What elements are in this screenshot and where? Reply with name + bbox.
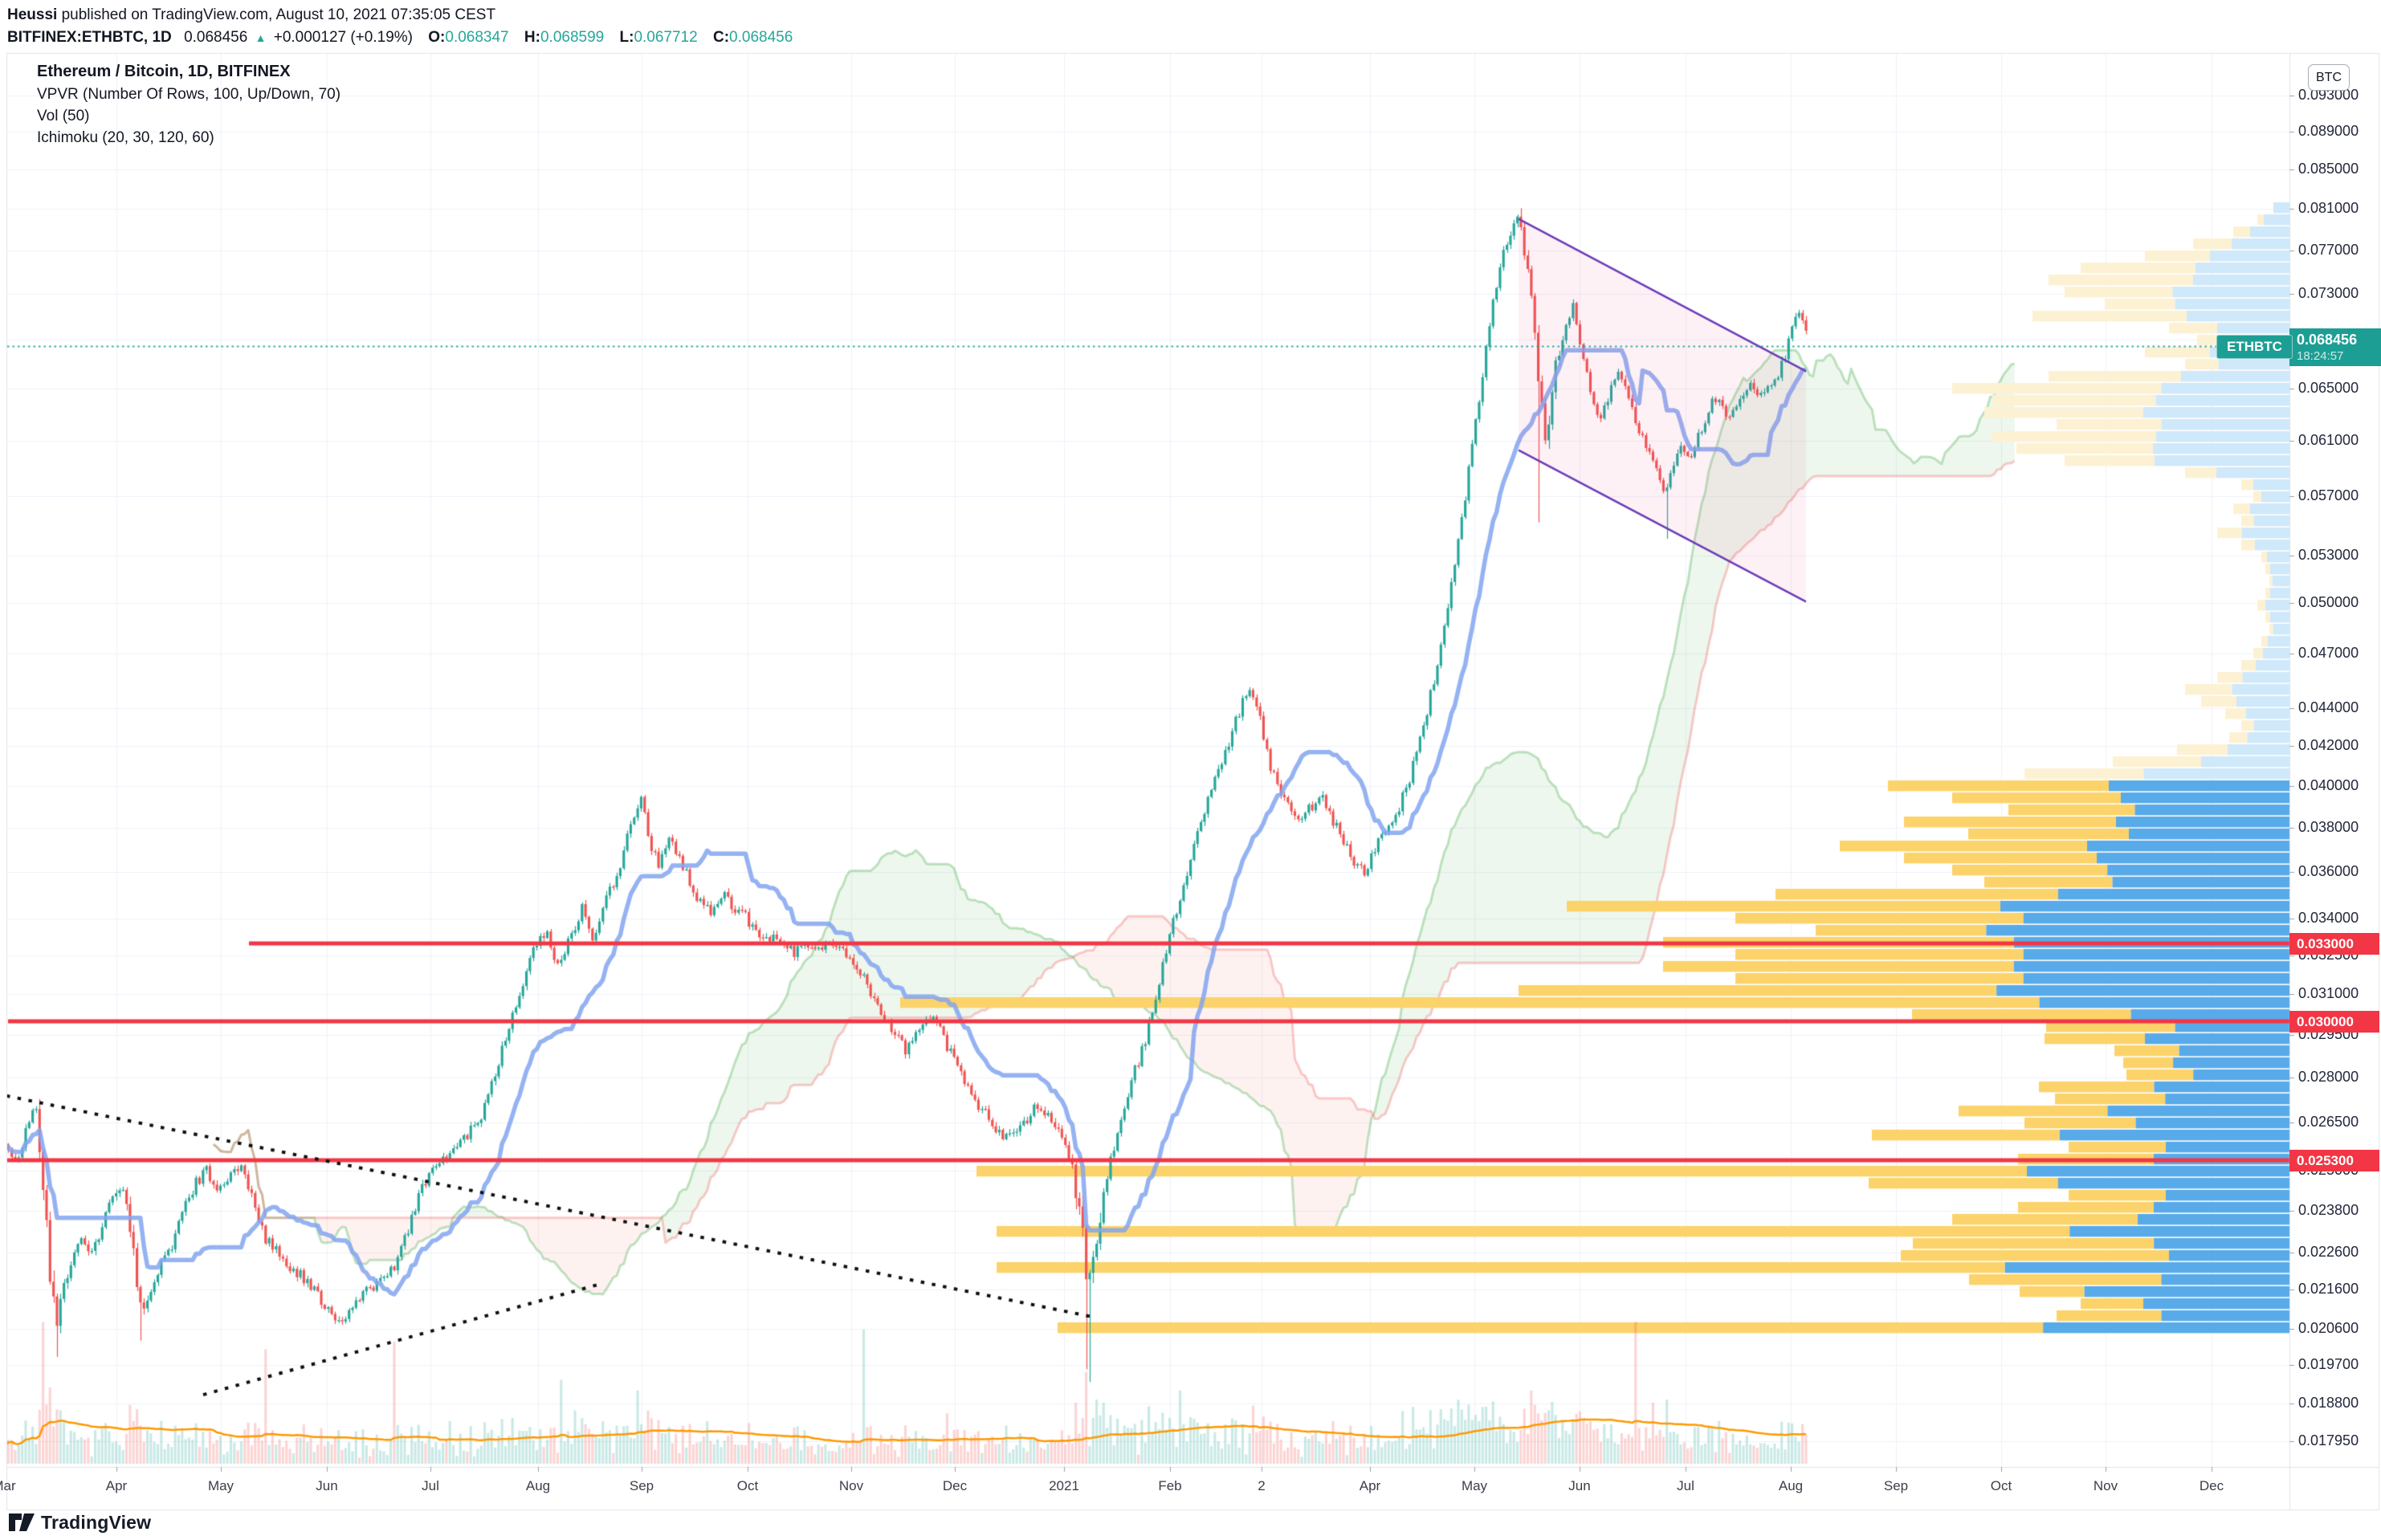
- time-tick-label: Oct: [1990, 1478, 2012, 1493]
- last-price: 0.068456: [184, 29, 248, 46]
- legend-title[interactable]: Ethereum / Bitcoin, 1D, BITFINEX: [37, 63, 291, 80]
- tradingview-logo-icon: [9, 1514, 35, 1531]
- symbol-title: BITFINEX:ETHBTC, 1D: [7, 29, 172, 46]
- time-tick-label: Apr: [1359, 1478, 1381, 1493]
- price-tick-label: 0.089000: [2298, 123, 2359, 139]
- legend-indicator-vol[interactable]: Vol (50): [37, 108, 90, 124]
- price-tick-label: 0.020600: [2298, 1319, 2359, 1336]
- price-tick-label: 0.031000: [2298, 985, 2359, 1002]
- high-value: 0.068599: [540, 29, 605, 46]
- time-tick-label: Jun: [316, 1478, 338, 1493]
- time-tick-label: Dec: [2199, 1478, 2224, 1493]
- price-tick-label: 0.018800: [2298, 1394, 2359, 1411]
- time-tick-label: Jul: [1677, 1478, 1694, 1493]
- price-tick-label: 0.044000: [2298, 699, 2359, 715]
- high-label: H:: [524, 29, 540, 46]
- level-axis-label: 0.033000: [2289, 932, 2379, 955]
- price-tick-label: 0.038000: [2298, 818, 2359, 835]
- publish-text: published on TradingView.com, August 10,…: [57, 6, 496, 23]
- last-price-axis-label: 0.068456 18:24:57: [2289, 328, 2381, 366]
- legend-indicator-vpvr[interactable]: VPVR (Number Of Rows, 100, Up/Down, 70): [37, 86, 341, 103]
- price-tick-label: 0.065000: [2298, 380, 2359, 397]
- symbol-price-badge: ETHBTC: [2216, 335, 2293, 359]
- time-tick-label: Feb: [1158, 1478, 1182, 1493]
- price-tick-label: 0.026500: [2298, 1114, 2359, 1131]
- open-label: O:: [428, 29, 446, 46]
- open-value: 0.068347: [445, 29, 509, 46]
- price-tick-label: 0.017950: [2298, 1432, 2359, 1448]
- time-tick-label: Jul: [422, 1478, 439, 1493]
- time-tick-label: Aug: [1778, 1478, 1804, 1493]
- price-tick-label: 0.028000: [2298, 1069, 2359, 1086]
- price-tick-label: 0.022600: [2298, 1244, 2359, 1261]
- price-tick-label: 0.053000: [2298, 547, 2359, 564]
- last-price-value: 0.068456: [2297, 332, 2358, 348]
- price-tick-label: 0.081000: [2298, 199, 2359, 216]
- low-label: L:: [619, 29, 634, 46]
- price-tick-label: 0.061000: [2298, 431, 2359, 448]
- bar-countdown: 18:24:57: [2297, 349, 2344, 363]
- close-label: C:: [712, 29, 730, 46]
- price-tick-label: 0.023800: [2298, 1201, 2359, 1218]
- symbol-status-row: BITFINEX:ETHBTC, 1D 0.068456 ▲ +0.000127…: [7, 29, 793, 47]
- time-tick-label: 2: [1258, 1478, 1266, 1493]
- time-tick-label: Nov: [838, 1478, 864, 1493]
- time-tick-label: Dec: [942, 1478, 968, 1493]
- price-tick-label: 0.093000: [2298, 87, 2359, 104]
- time-tick-label: May: [207, 1478, 234, 1493]
- currency-unit-button[interactable]: BTC: [2308, 64, 2350, 91]
- price-tick-label: 0.021600: [2298, 1281, 2359, 1298]
- publish-info: Heussi published on TradingView.com, Aug…: [7, 6, 495, 24]
- time-tick-label: Nov: [2093, 1478, 2118, 1493]
- time-tick-label: Apr: [105, 1478, 128, 1493]
- price-tick-label: 0.019700: [2298, 1356, 2359, 1373]
- price-tick-label: 0.036000: [2298, 863, 2359, 880]
- price-tick-label: 0.077000: [2298, 241, 2359, 258]
- price-tick-label: 0.050000: [2298, 594, 2359, 611]
- time-tick-label: Sep: [1883, 1478, 1909, 1493]
- price-tick-label: 0.042000: [2298, 737, 2359, 753]
- time-tick-label: Oct: [736, 1478, 759, 1493]
- tradingview-logo[interactable]: TradingView: [8, 1511, 151, 1534]
- price-tick-label: 0.047000: [2298, 645, 2359, 662]
- tradingview-logo-text: TradingView: [41, 1511, 152, 1533]
- level-axis-label: 0.030000: [2289, 1010, 2379, 1033]
- price-tick-label: 0.057000: [2298, 487, 2359, 503]
- price-tick-label: 0.040000: [2298, 776, 2359, 793]
- price-tick-label: 0.034000: [2298, 910, 2359, 927]
- time-tick-label: Aug: [525, 1478, 551, 1493]
- chart-legend: Ethereum / Bitcoin, 1D, BITFINEX VPVR (N…: [37, 59, 340, 149]
- time-tick-label: Jun: [1568, 1478, 1591, 1493]
- time-tick-label: Sep: [629, 1478, 654, 1493]
- price-tick-label: 0.085000: [2298, 160, 2359, 177]
- author-name: Heussi: [7, 6, 58, 23]
- low-value: 0.067712: [634, 29, 698, 46]
- time-tick-label: 2021: [1049, 1478, 1079, 1493]
- time-tick-label: Mar: [0, 1478, 16, 1493]
- price-change: +0.000127 (+0.19%): [273, 29, 413, 46]
- price-tick-label: 0.073000: [2298, 284, 2359, 301]
- change-up-icon: ▲: [255, 31, 267, 44]
- legend-indicator-ichimoku[interactable]: Ichimoku (20, 30, 120, 60): [37, 129, 214, 146]
- close-value: 0.068456: [729, 29, 793, 46]
- time-tick-label: May: [1461, 1478, 1488, 1493]
- level-axis-label: 0.025300: [2289, 1150, 2379, 1172]
